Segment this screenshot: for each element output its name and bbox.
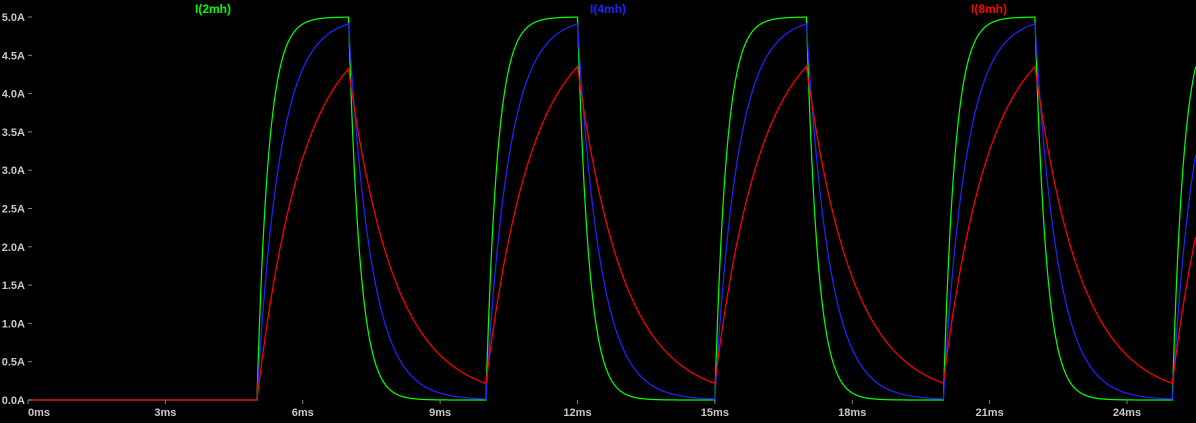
y-tick-label: 1.5A bbox=[2, 280, 25, 292]
trace-8mh bbox=[28, 65, 1196, 401]
series-label-i4mh[interactable]: I(4mh) bbox=[590, 2, 626, 16]
x-tick-label: 18ms bbox=[838, 407, 866, 419]
x-tick-label: 24ms bbox=[1113, 407, 1141, 419]
y-tick-label: 3.5A bbox=[2, 127, 25, 139]
trace-4mh bbox=[28, 23, 1196, 401]
trace-2mh bbox=[28, 16, 1196, 401]
series-label-i8mh[interactable]: I(8mh) bbox=[971, 2, 1007, 16]
series-labels: I(2mh) I(4mh) I(8mh) bbox=[195, 2, 1007, 16]
x-tick-label: 15ms bbox=[701, 407, 729, 419]
y-tick-label: 3.0A bbox=[2, 165, 25, 177]
x-tick-label: 12ms bbox=[563, 407, 591, 419]
y-tick-label: 5.0A bbox=[2, 12, 25, 24]
x-tick-label: 21ms bbox=[976, 407, 1004, 419]
y-tick-label: 0.0A bbox=[2, 395, 25, 407]
y-axis: 5.0A 4.5A 4.0A 3.5A 3.0A 2.5A 2.0A 1.5A 1.0A 0.5A… bbox=[2, 12, 32, 407]
y-tick-label: 2.0A bbox=[2, 242, 25, 254]
x-axis: 0ms 3ms 6ms 9ms 12ms 15ms 18ms 21ms 24ms bbox=[27, 400, 1141, 419]
x-tick-label: 6ms bbox=[292, 407, 314, 419]
y-tick-label: 1.0A bbox=[2, 318, 25, 330]
series-label-i2mh[interactable]: I(2mh) bbox=[195, 2, 231, 16]
x-tick-label: 0ms bbox=[28, 407, 50, 419]
x-tick-label: 9ms bbox=[429, 407, 451, 419]
y-tick-label: 0.5A bbox=[2, 357, 25, 369]
y-tick-label: 4.0A bbox=[2, 89, 25, 101]
traces bbox=[28, 16, 1196, 401]
y-tick-label: 4.5A bbox=[2, 50, 25, 62]
y-tick-label: 2.5A bbox=[2, 204, 25, 216]
x-tick-label: 3ms bbox=[154, 407, 176, 419]
